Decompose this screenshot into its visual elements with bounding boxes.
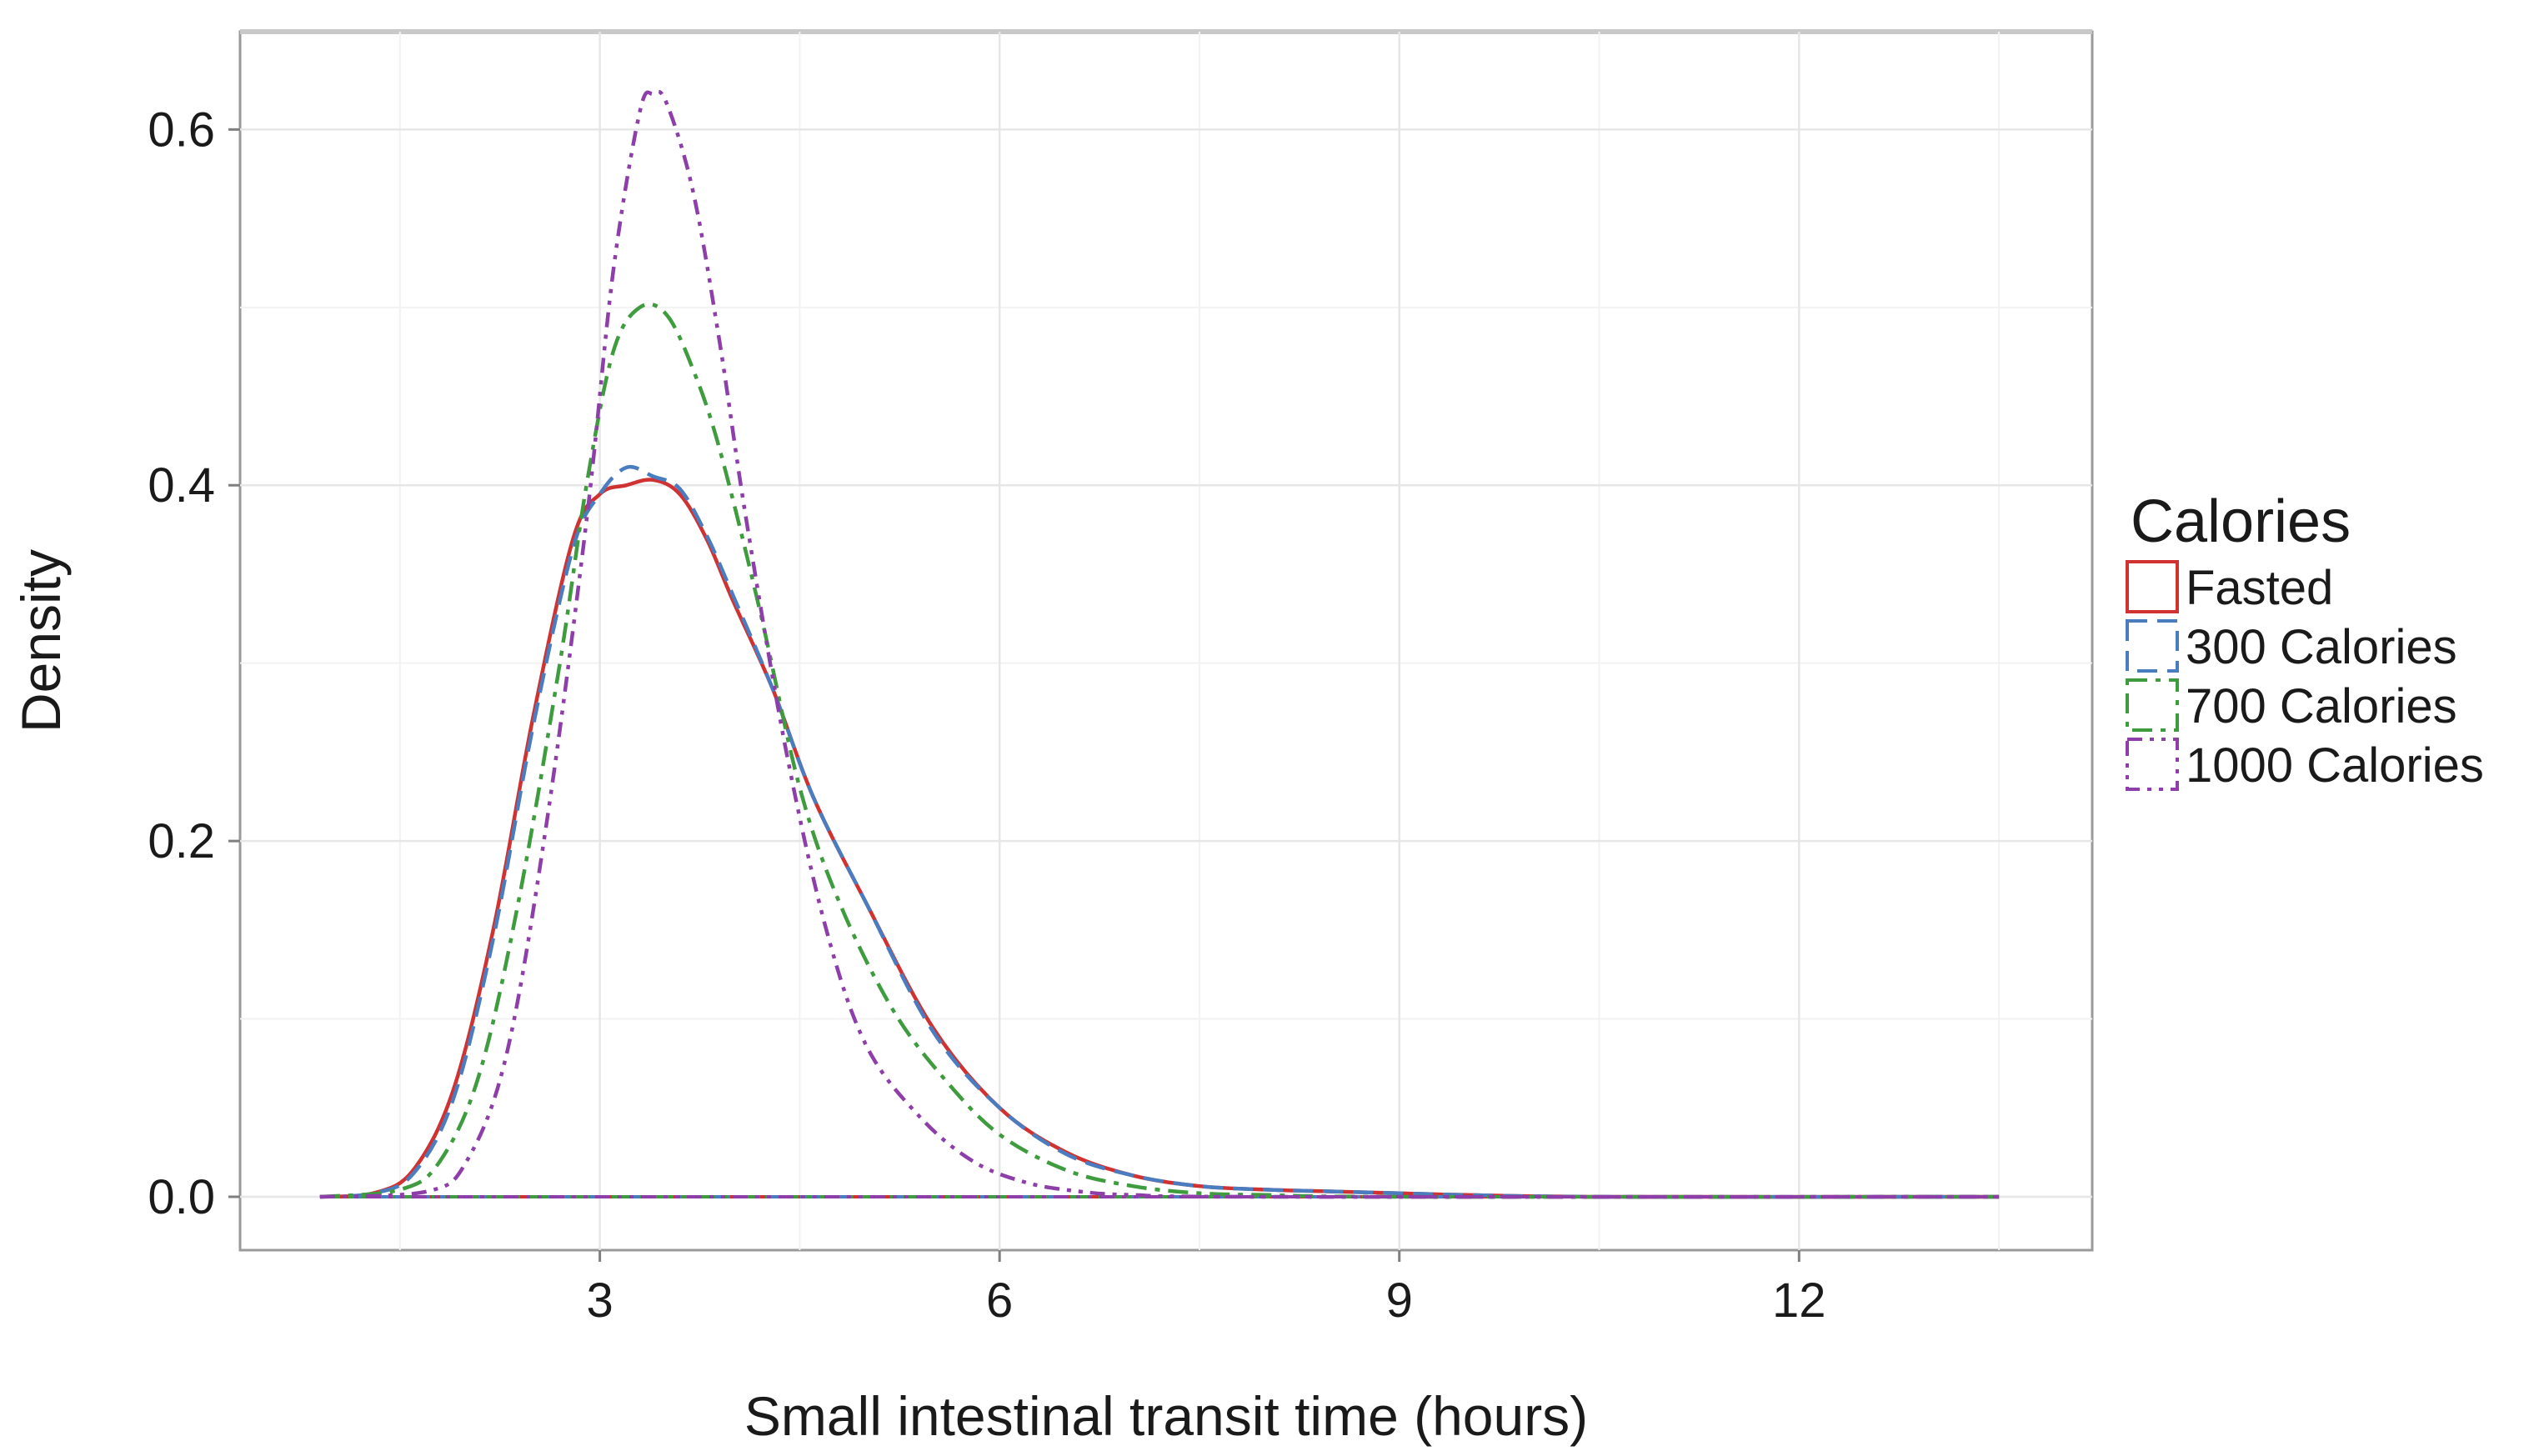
x-tick-label: 12	[1772, 1273, 1826, 1328]
legend-key-300-calories	[2126, 619, 2179, 673]
minor-gridlines	[240, 32, 2092, 1250]
legend-label-700-calories: 700 Calories	[2186, 679, 2457, 733]
legend-item-1000-calories: 1000 Calories	[2126, 738, 2484, 793]
legend-item-fasted: Fasted	[2126, 560, 2333, 615]
series-line-700-calories	[319, 302, 2000, 1199]
legend-item-300-calories: 300 Calories	[2126, 619, 2457, 674]
series-line-300-calories	[319, 464, 2000, 1199]
legend-label-fasted: Fasted	[2186, 561, 2333, 615]
legend-key-fasted	[2126, 560, 2179, 613]
density-curves	[319, 89, 2000, 1199]
legend-item-700-calories: 700 Calories	[2126, 678, 2457, 733]
y-axis-title: Density	[10, 549, 72, 733]
y-tick-label: 0.6	[148, 103, 215, 157]
legend-key-1000-calories	[2126, 738, 2179, 791]
legend-key-700-calories	[2126, 678, 2179, 732]
y-tick-label: 0.0	[148, 1170, 215, 1224]
plot-panel	[238, 30, 2094, 1252]
x-axis-title: Small intestinal transit time (hours)	[744, 1385, 1588, 1447]
legend-label-1000-calories: 1000 Calories	[2186, 738, 2484, 793]
y-tick-label: 0.2	[148, 814, 215, 868]
y-axis: 0.0 0.2 0.4 0.6	[148, 103, 240, 1224]
series-line-1000-calories	[319, 89, 2000, 1199]
x-tick-label: 6	[986, 1273, 1013, 1328]
x-tick-label: 3	[586, 1273, 613, 1328]
x-axis: 3 6 9 12	[586, 1250, 1826, 1328]
y-tick-label: 0.4	[148, 458, 215, 513]
x-tick-label: 9	[1386, 1273, 1413, 1328]
legend-label-300-calories: 300 Calories	[2186, 620, 2457, 674]
legend-title: Calories	[2131, 488, 2351, 555]
